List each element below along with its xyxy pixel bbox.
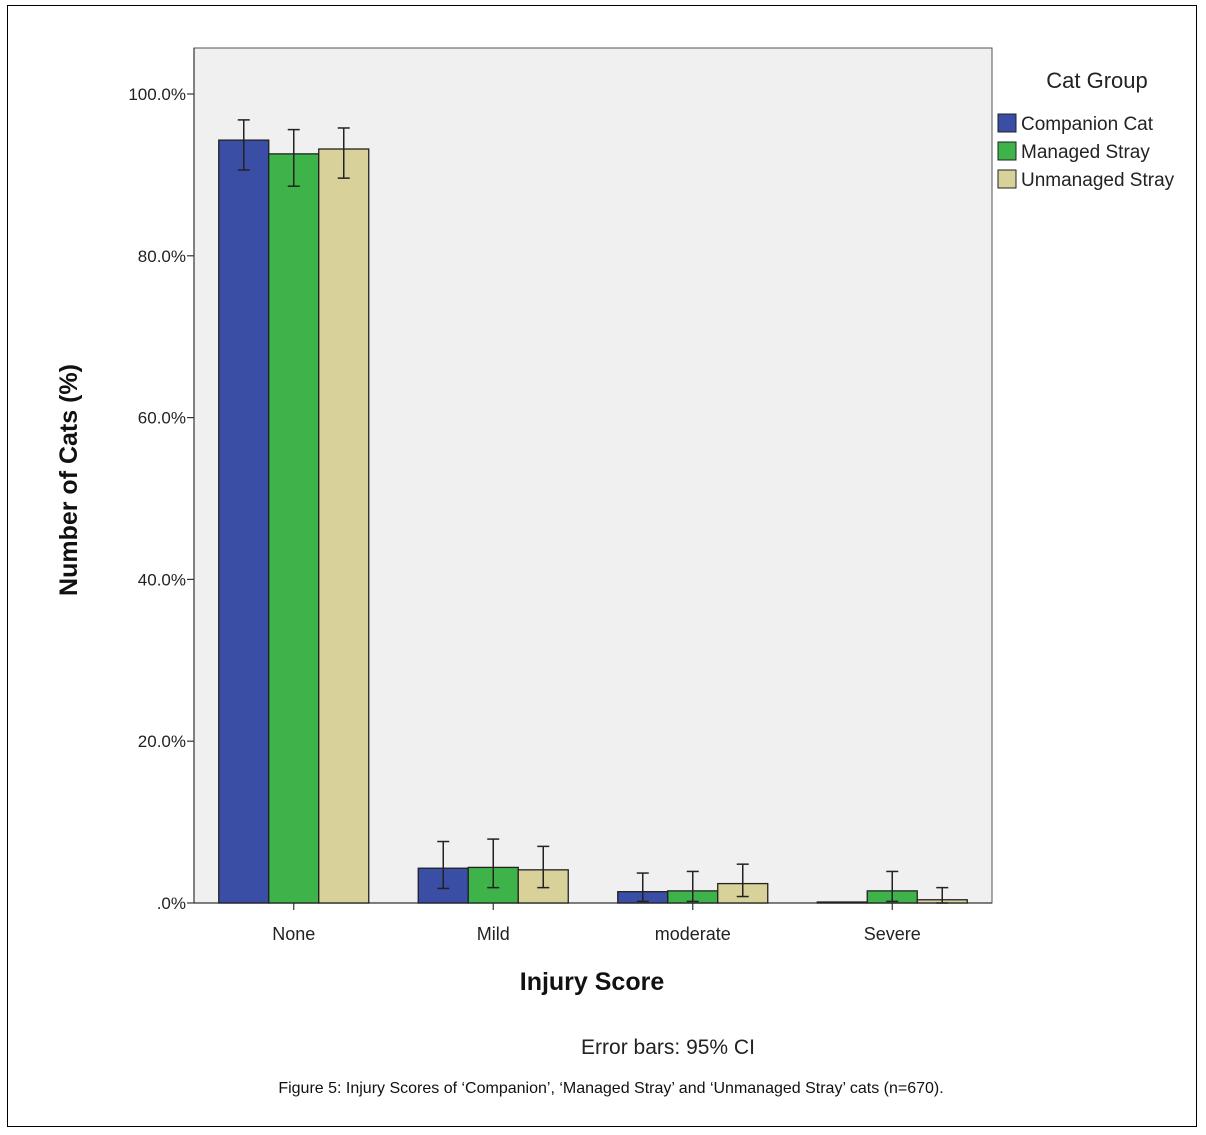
legend-entry-label: Companion Cat	[1021, 114, 1154, 135]
y-tick-label: 80.0%	[138, 247, 186, 266]
figure-caption: Figure 5: Injury Scores of ‘Companion’, …	[278, 1080, 943, 1097]
error-bars	[237, 119, 949, 904]
y-tick-label: 100.0%	[128, 85, 186, 104]
y-axis-title: Number of Cats (%)	[55, 364, 83, 596]
y-axis: .0% 20.0% 40.0% 60.0% 80.0% 100.0%	[128, 48, 195, 913]
x-tick-label: Severe	[864, 924, 921, 944]
x-tick-label: Mild	[477, 924, 510, 944]
legend-title: Cat Group	[1046, 68, 1148, 93]
y-tick-label: .0%	[157, 894, 186, 913]
x-axis-title: Injury Score	[520, 968, 665, 996]
x-tick-label: None	[272, 924, 315, 944]
y-tick-label: 60.0%	[138, 409, 186, 428]
legend-entry-label: Unmanaged Stray	[1021, 170, 1175, 191]
bar	[268, 153, 320, 904]
legend: Cat Group Companion Cat Managed Stray Unma…	[997, 68, 1175, 191]
y-tick-label: 40.0%	[138, 570, 186, 589]
legend-entry-label: Managed Stray	[1021, 142, 1150, 163]
legend-swatch	[997, 113, 1017, 133]
error-bars-footnote: Error bars: 95% CI	[581, 1036, 755, 1059]
legend-swatch	[997, 169, 1017, 189]
bar	[318, 148, 370, 904]
bar	[816, 901, 868, 904]
legend-swatch	[997, 141, 1017, 161]
y-tick-label: 20.0%	[138, 732, 186, 751]
x-axis: None Mild moderate Severe	[194, 902, 992, 944]
bar	[218, 139, 270, 904]
x-tick-label: moderate	[655, 924, 731, 944]
